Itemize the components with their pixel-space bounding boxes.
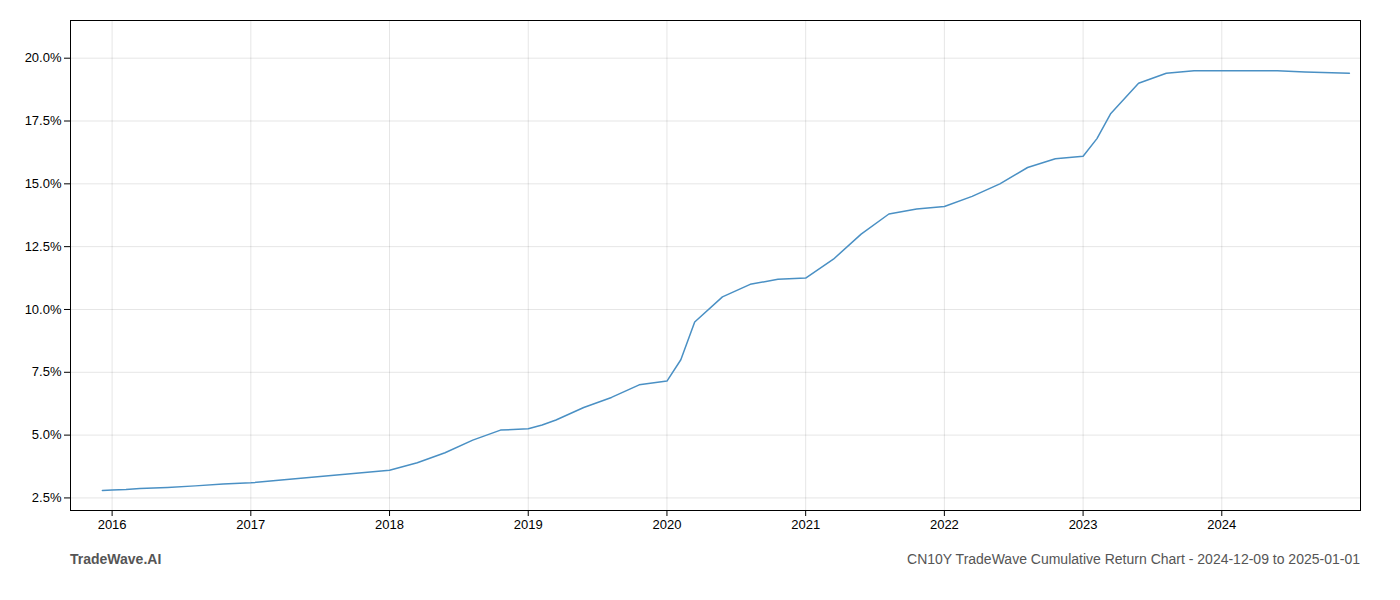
svg-text:2022: 2022: [930, 517, 959, 532]
svg-text:10.0%: 10.0%: [25, 302, 62, 317]
svg-text:17.5%: 17.5%: [25, 113, 62, 128]
html-text:TradeWave.AI: TradeWave.AI: [70, 551, 162, 567]
svg-text:2021: 2021: [791, 517, 820, 532]
svg-text:2.5%: 2.5%: [32, 490, 62, 505]
svg-text:2023: 2023: [1069, 517, 1098, 532]
svg-text:2018: 2018: [375, 517, 404, 532]
html-text:CN10Y TradeWave Cumulative Ret: CN10Y TradeWave Cumulative Return Chart …: [907, 551, 1360, 567]
svg-text:5.0%: 5.0%: [32, 427, 62, 442]
svg-text:7.5%: 7.5%: [32, 364, 62, 379]
svg-text:20.0%: 20.0%: [25, 50, 62, 65]
svg-text:2017: 2017: [236, 517, 265, 532]
svg-text:2024: 2024: [1207, 517, 1236, 532]
svg-text:15.0%: 15.0%: [25, 176, 62, 191]
svg-text:2016: 2016: [98, 517, 127, 532]
svg-text:2019: 2019: [514, 517, 543, 532]
svg-text:2020: 2020: [652, 517, 681, 532]
svg-text:12.5%: 12.5%: [25, 239, 62, 254]
